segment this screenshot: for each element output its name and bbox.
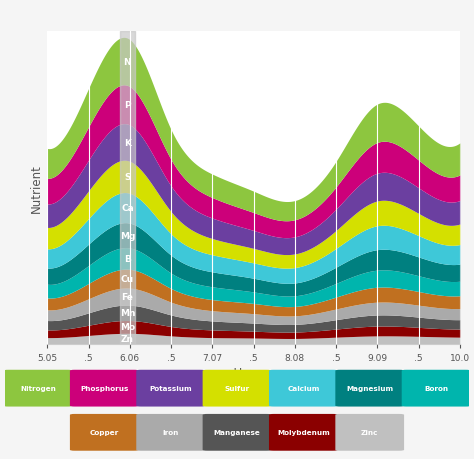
- Text: Phosphorus: Phosphorus: [80, 385, 128, 392]
- Text: K: K: [124, 139, 131, 147]
- FancyBboxPatch shape: [202, 414, 272, 451]
- Text: Molybdenum: Molybdenum: [277, 429, 330, 436]
- FancyBboxPatch shape: [202, 370, 272, 407]
- Text: B: B: [124, 254, 131, 263]
- Text: Zn: Zn: [121, 335, 134, 343]
- Text: Iron: Iron: [163, 429, 179, 436]
- FancyBboxPatch shape: [70, 414, 139, 451]
- X-axis label: pH range: pH range: [227, 366, 281, 380]
- Text: Boron: Boron: [424, 385, 448, 392]
- Text: P: P: [124, 101, 131, 110]
- Text: Mn: Mn: [119, 308, 135, 318]
- FancyBboxPatch shape: [335, 414, 404, 451]
- Text: Magnesium: Magnesium: [346, 385, 393, 392]
- Text: Calcium: Calcium: [287, 385, 319, 392]
- Text: Mo: Mo: [120, 323, 135, 332]
- FancyBboxPatch shape: [70, 370, 139, 407]
- FancyBboxPatch shape: [335, 370, 404, 407]
- Text: Nitrogen: Nitrogen: [20, 385, 56, 392]
- Text: Potassium: Potassium: [149, 385, 192, 392]
- FancyBboxPatch shape: [269, 370, 338, 407]
- FancyBboxPatch shape: [136, 370, 205, 407]
- Text: Fe: Fe: [121, 292, 133, 302]
- Text: Manganese: Manganese: [214, 429, 260, 436]
- Y-axis label: Nutrient: Nutrient: [30, 164, 43, 213]
- Text: Copper: Copper: [90, 429, 119, 436]
- Text: Cu: Cu: [121, 274, 134, 283]
- FancyBboxPatch shape: [401, 370, 471, 407]
- FancyBboxPatch shape: [3, 370, 73, 407]
- Text: N: N: [124, 58, 131, 67]
- Text: Mg: Mg: [120, 231, 135, 240]
- Text: Zinc: Zinc: [361, 429, 378, 436]
- Text: S: S: [124, 173, 131, 182]
- FancyBboxPatch shape: [136, 414, 205, 451]
- Bar: [120, 32, 135, 344]
- Text: Ca: Ca: [121, 204, 134, 213]
- FancyBboxPatch shape: [269, 414, 338, 451]
- Text: Sulfur: Sulfur: [224, 385, 250, 392]
